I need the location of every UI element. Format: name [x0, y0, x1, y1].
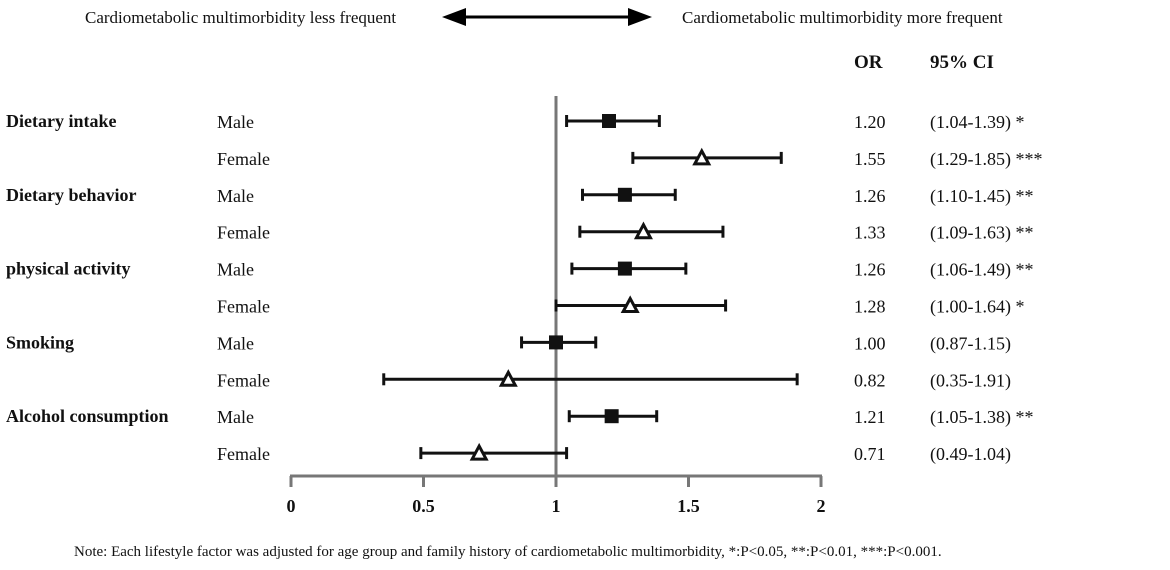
- factor-label: physical activity: [6, 259, 131, 279]
- sex-label: Male: [217, 260, 254, 280]
- ci-value: (0.49-1.04): [930, 444, 1011, 465]
- sex-label: Female: [217, 297, 270, 317]
- or-point-female: [498, 369, 518, 387]
- or-point-male: [604, 409, 619, 424]
- or-value: 0.71: [854, 444, 886, 464]
- or-point-male: [549, 335, 563, 350]
- sex-label: Male: [217, 112, 254, 132]
- ci-value: (1.04-1.39) *: [930, 112, 1024, 133]
- or-point-male: [617, 187, 632, 202]
- or-point-female: [620, 295, 640, 313]
- or-value: 1.20: [854, 112, 886, 132]
- x-tick-label: 1.5: [677, 496, 700, 516]
- forest-rows: Dietary intake Male 1.20 (1.04-1.39) * Femal…: [6, 111, 1042, 465]
- or-value: 1.55: [854, 149, 886, 169]
- sex-label: Female: [217, 444, 270, 464]
- x-tick-label: 2: [817, 496, 826, 516]
- ci-value: (1.05-1.38) **: [930, 407, 1033, 428]
- x-tick-label: 0: [287, 496, 296, 516]
- footnote: Note: Each lifestyle factor was adjusted…: [74, 544, 942, 560]
- ci-value: (0.35-1.91): [930, 370, 1011, 391]
- factor-label: Dietary behavior: [6, 185, 136, 205]
- or-point-female: [469, 442, 489, 461]
- ci-value: (0.87-1.15): [930, 333, 1011, 354]
- sex-label: Female: [217, 223, 270, 243]
- or-value: 1.00: [854, 333, 886, 353]
- ci-column-header: 95% CI: [930, 52, 994, 73]
- or-value: 1.21: [854, 407, 886, 427]
- or-value: 1.33: [854, 223, 886, 243]
- or-column-header: OR: [854, 52, 883, 73]
- x-tick-label: 0.5: [412, 496, 435, 516]
- ci-value: (1.00-1.64) *: [930, 297, 1024, 318]
- or-point-male: [617, 261, 632, 276]
- factor-label: Alcohol consumption: [6, 406, 169, 426]
- ci-value: (1.06-1.49) **: [930, 260, 1033, 281]
- or-point-female: [692, 147, 712, 166]
- factor-label: Smoking: [6, 332, 74, 352]
- sex-label: Female: [217, 370, 270, 390]
- less-frequent-label: Cardiometabolic multimorbidity less freq…: [85, 8, 396, 27]
- sex-label: Female: [217, 149, 270, 169]
- or-value: 1.28: [854, 297, 886, 317]
- ci-value: (1.29-1.85) ***: [930, 149, 1042, 170]
- sex-label: Male: [217, 333, 254, 353]
- more-frequent-label: Cardiometabolic multimorbidity more freq…: [682, 8, 1003, 27]
- sex-label: Male: [217, 407, 254, 427]
- double-arrow-icon: [442, 8, 652, 26]
- or-value: 1.26: [854, 186, 886, 206]
- or-value: 1.26: [854, 260, 886, 280]
- ci-value: (1.09-1.63) **: [930, 223, 1033, 244]
- factor-label: Dietary intake: [6, 111, 116, 131]
- x-tick-label: 1: [552, 496, 561, 516]
- or-point-female: [633, 221, 653, 240]
- ci-value: (1.10-1.45) **: [930, 186, 1033, 207]
- sex-label: Male: [217, 186, 254, 206]
- or-value: 0.82: [854, 370, 886, 390]
- x-axis-ticks: 0 0.5 1 1.5 2: [287, 476, 826, 516]
- or-point-male: [602, 114, 616, 128]
